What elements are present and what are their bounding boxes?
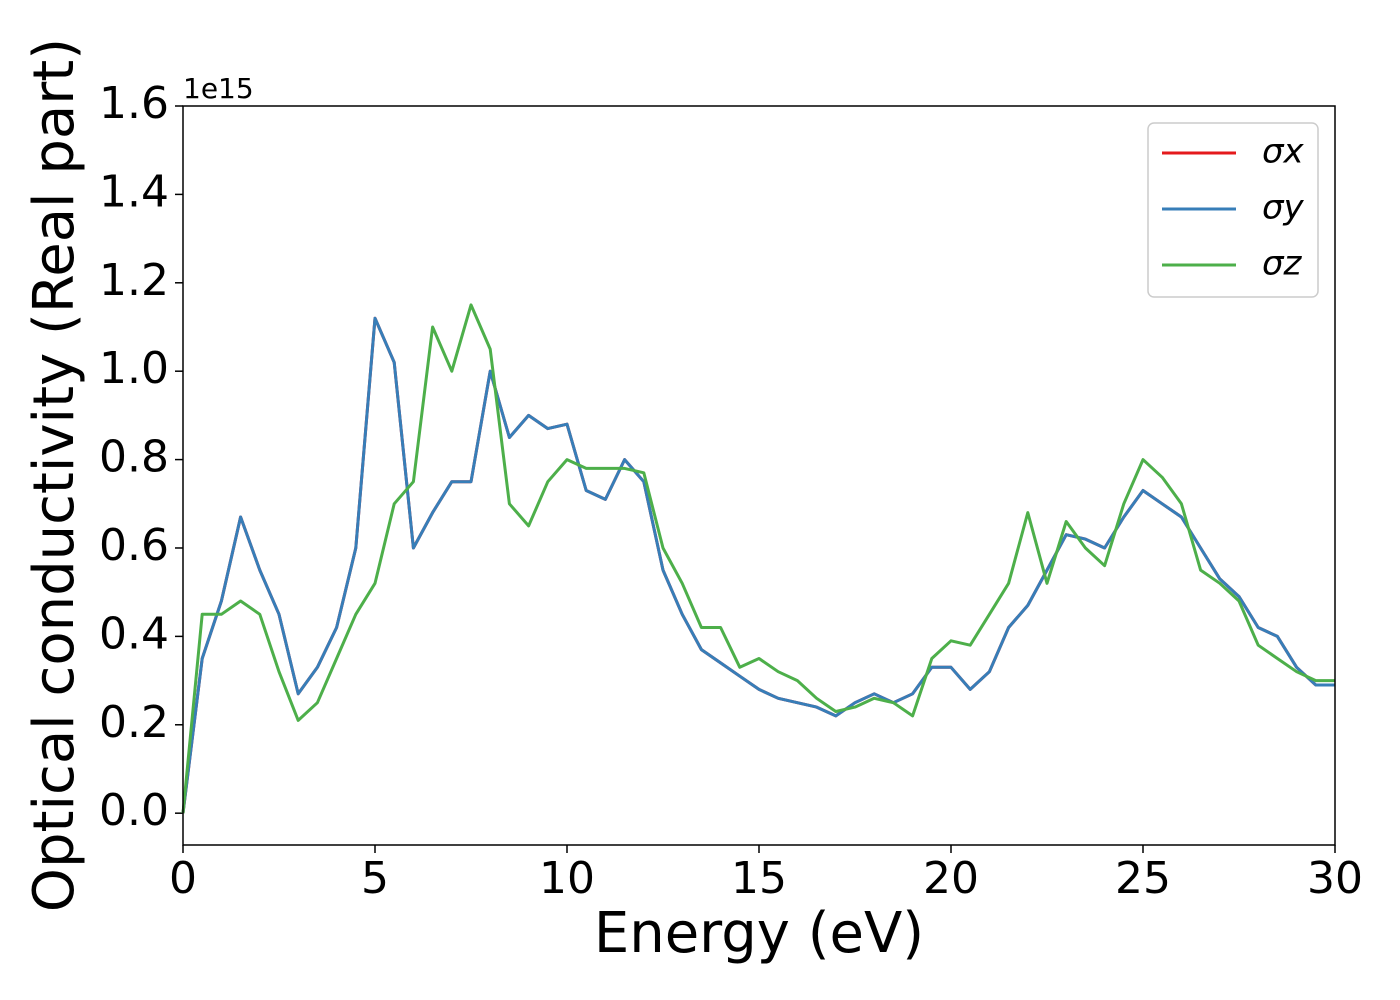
series-line: [181, 303, 1335, 814]
y-offset-label: 1e15: [183, 72, 254, 105]
y-tick-label: 1.4: [99, 166, 169, 217]
x-tick-label: 0: [169, 853, 197, 904]
legend-label: σx: [1262, 132, 1305, 172]
legend-label: σy: [1262, 188, 1305, 228]
y-tick-label: 0.6: [99, 520, 169, 571]
y-tick-label: 0.0: [99, 785, 169, 836]
y-tick-label: 0.8: [99, 432, 169, 483]
x-tick-label: 30: [1307, 853, 1363, 904]
y-tick-label: 1.0: [99, 343, 169, 394]
y-tick-label: 1.2: [99, 255, 169, 306]
x-tick-label: 15: [731, 853, 787, 904]
plot-frame: [182, 105, 1336, 846]
legend-label: σz: [1262, 244, 1303, 284]
series-line: [181, 316, 1335, 814]
x-tick-label: 20: [923, 853, 979, 904]
y-axis-label: Optical conductivity (Real part): [22, 38, 87, 912]
x-tick-label: 5: [361, 853, 389, 904]
x-tick-label: 10: [539, 853, 595, 904]
x-axis-label: Energy (eV): [594, 901, 924, 966]
y-tick-label: 0.2: [99, 697, 169, 748]
y-tick-label: 1.6: [99, 78, 169, 129]
x-tick-label: 25: [1115, 853, 1171, 904]
y-tick-label: 0.4: [99, 608, 169, 659]
